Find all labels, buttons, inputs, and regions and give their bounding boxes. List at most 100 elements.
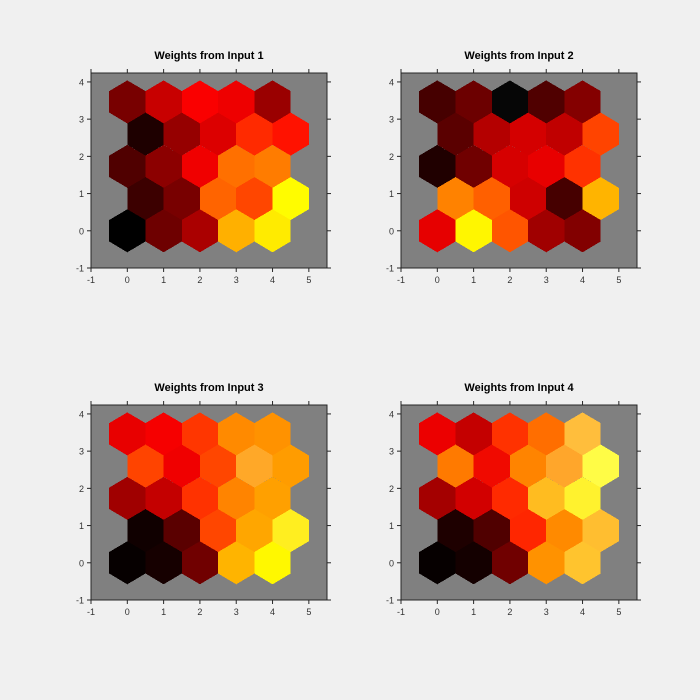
hex-cell-r4-c1: [145, 412, 182, 456]
subplot-1: Weights from Input 1 -1 0 1 2 3 4 5 -1 0 1 2 3 4: [61, 49, 341, 305]
y-tick-label: 3: [79, 115, 84, 125]
y-tick-label: -1: [386, 264, 394, 274]
x-tick-label: -1: [397, 275, 405, 285]
y-tick-label: 1: [389, 521, 394, 531]
hex-cell-r2-c3: [528, 476, 565, 520]
x-tick-label: 5: [306, 607, 311, 617]
hex-cell-r4-c0: [109, 80, 146, 124]
plot-title-2: Weights from Input 2: [464, 50, 574, 62]
x-tick-label: 1: [161, 275, 166, 285]
hex-cell-r1-c0: [437, 509, 474, 552]
x-tick-label: 3: [544, 275, 549, 285]
x-tick-label: 3: [544, 607, 549, 617]
y-tick-label: 0: [79, 226, 84, 236]
hex-cell-r2-c4: [254, 476, 291, 520]
hex-cell-r2-c0: [109, 144, 146, 188]
tick-marks: [87, 69, 331, 272]
hex-grid: [419, 80, 619, 253]
hex-cell-r0-c0: [109, 541, 146, 585]
hex-cell-r2-c2: [491, 476, 529, 520]
x-tick-label: 1: [471, 607, 476, 617]
hex-cell-r1-c2: [199, 177, 237, 220]
hex-cell-r2-c0: [419, 476, 456, 520]
plot-title-1: Weights from Input 1: [154, 50, 264, 62]
hex-cell-r4-c2: [491, 412, 529, 456]
x-tick-label: 3: [234, 607, 239, 617]
hex-cell-r4-c3: [218, 80, 255, 124]
hex-cell-r2-c1: [145, 144, 182, 188]
hex-cell-r3-c4: [272, 444, 309, 488]
x-tick-label: 0: [435, 275, 440, 285]
som-plane-svg-4: -1 0 1 2 3 4 5 -1 0 1 2 3 4: [386, 401, 641, 617]
y-tick-label: 4: [79, 409, 84, 419]
hex-cell-r4-c3: [218, 412, 255, 456]
subplot-4: Weights from Input 4 -1 0 1 2 3 4 5 -1 0 1 2 3 4: [371, 381, 651, 637]
hex-cell-r0-c0: [109, 209, 146, 253]
hex-cell-r3-c4: [582, 444, 619, 488]
x-tick-label: -1: [87, 607, 95, 617]
x-tick-label: 4: [580, 607, 585, 617]
hex-cell-r0-c4: [254, 541, 291, 585]
hex-cell-r3-c4: [582, 112, 619, 156]
hex-cell-r1-c4: [272, 509, 309, 552]
hex-cell-r1-c0: [437, 177, 474, 220]
hex-cell-r4-c0: [419, 80, 456, 124]
hex-cell-r1-c1: [473, 177, 510, 220]
axes-box: [90, 404, 328, 601]
hex-cell-r4-c4: [564, 80, 601, 124]
axes-box: [400, 404, 638, 601]
hex-cell-r4-c0: [419, 412, 456, 456]
hex-cell-r2-c1: [455, 476, 492, 520]
x-tick-label: 4: [270, 275, 275, 285]
plot-title-3: Weights from Input 3: [154, 382, 264, 394]
hex-cell-r4-c1: [455, 412, 492, 456]
hex-cell-r1-c3: [236, 177, 273, 220]
y-tick-label: 2: [389, 484, 394, 494]
hex-cell-r1-c1: [473, 509, 510, 552]
x-tick-label: 0: [125, 607, 130, 617]
y-tick-label: 2: [79, 484, 84, 494]
y-tick-label: -1: [386, 596, 394, 606]
hex-cell-r1-c0: [127, 509, 164, 552]
plot-title-4: Weights from Input 4: [464, 382, 574, 394]
hex-cell-r2-c3: [218, 476, 255, 520]
tick-labels: -1 0 1 2 3 4 5 -1 0 1 2 3 4: [386, 77, 621, 285]
hex-cell-r3-c1: [473, 444, 510, 488]
x-tick-label: 5: [616, 607, 621, 617]
hex-cell-r3-c1: [163, 112, 200, 156]
hex-cell-r1-c1: [163, 509, 200, 552]
hex-cell-r0-c3: [218, 541, 255, 585]
hex-cell-r4-c4: [564, 412, 601, 456]
hex-cell-r4-c2: [181, 80, 219, 124]
hex-cell-r3-c0: [437, 444, 474, 488]
y-tick-label: 2: [79, 152, 84, 162]
hex-cell-r4-c1: [145, 80, 182, 124]
hex-cell-r0-c1: [455, 209, 492, 253]
y-tick-label: 3: [389, 447, 394, 457]
hex-cell-r0-c4: [564, 541, 601, 585]
hex-cell-r0-c3: [528, 209, 565, 253]
hex-cell-r3-c1: [163, 444, 200, 488]
x-tick-label: 2: [197, 275, 202, 285]
y-tick-label: 4: [389, 77, 394, 87]
x-tick-label: -1: [87, 275, 95, 285]
hex-cell-r2-c0: [109, 476, 146, 520]
hex-cell-r4-c0: [109, 412, 146, 456]
hex-cell-r1-c2: [509, 177, 547, 220]
hex-cell-r3-c1: [473, 112, 510, 156]
hex-cell-r1-c4: [582, 509, 619, 552]
x-tick-label: 5: [616, 275, 621, 285]
y-tick-label: 4: [79, 77, 84, 87]
som-plane-svg-3: -1 0 1 2 3 4 5 -1 0 1 2 3 4: [76, 401, 331, 617]
hex-cell-r1-c3: [546, 509, 583, 552]
tick-labels: -1 0 1 2 3 4 5 -1 0 1 2 3 4: [76, 409, 311, 617]
y-tick-label: 0: [79, 558, 84, 568]
x-tick-label: 1: [471, 275, 476, 285]
hex-cell-r1-c1: [163, 177, 200, 220]
hex-cell-r3-c2: [509, 112, 547, 156]
hex-cell-r3-c0: [127, 444, 164, 488]
y-tick-label: -1: [76, 596, 84, 606]
hex-cell-r2-c0: [419, 144, 456, 188]
hex-cell-r2-c4: [254, 144, 291, 188]
hex-cell-r3-c2: [199, 112, 237, 156]
